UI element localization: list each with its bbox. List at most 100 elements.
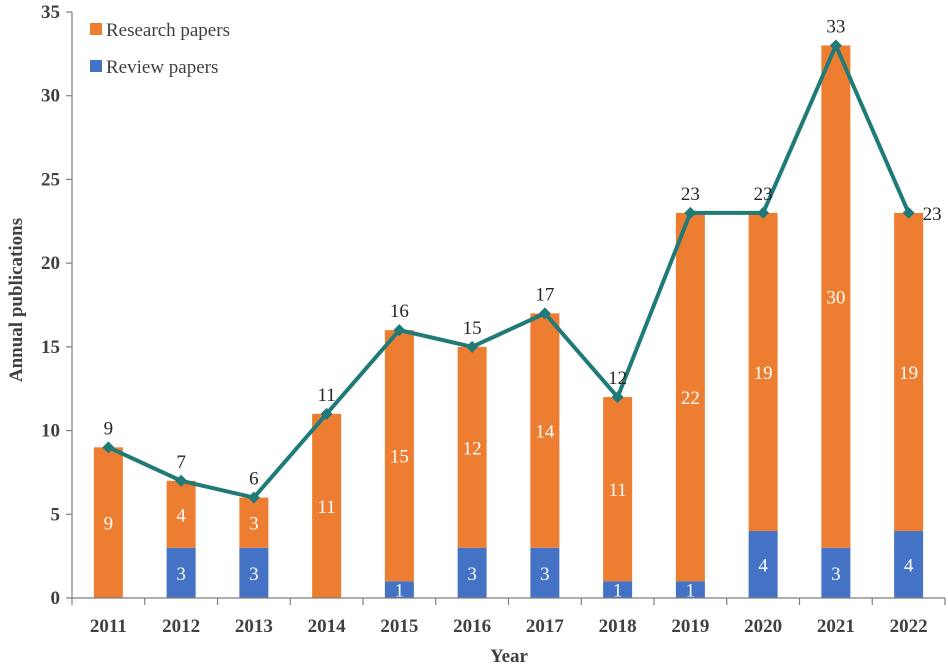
- total-label-2019: 23: [681, 184, 700, 205]
- research-bar-2014: [312, 413, 342, 598]
- review-bar-2013: [239, 547, 269, 598]
- y-tick-label-0: 0: [51, 588, 61, 609]
- x-tick-label-2022: 2022: [890, 616, 928, 637]
- research-bar-2015: [384, 330, 414, 582]
- review-bar-2021: [821, 547, 851, 598]
- total-marker-2015: [393, 324, 406, 337]
- x-tick-label-2013: 2013: [235, 616, 273, 637]
- review-bar-2018: [603, 581, 633, 598]
- total-marker-2016: [466, 340, 479, 353]
- total-marker-2013: [247, 491, 260, 504]
- x-tick-label-2012: 2012: [162, 616, 200, 637]
- research-label-2013: 3: [249, 514, 259, 535]
- total-marker-2022: [902, 206, 915, 219]
- review-label-2016: 3: [467, 564, 477, 585]
- total-marker-2019: [684, 206, 697, 219]
- review-label-2020: 4: [758, 556, 768, 577]
- research-label-2017: 14: [535, 422, 555, 443]
- total-line: [107, 43, 911, 500]
- research-bar-2012: [166, 480, 196, 548]
- x-tick-label-2020: 2020: [744, 616, 782, 637]
- legend: Research papers Review papers: [90, 20, 230, 78]
- total-label-2011: 9: [104, 418, 114, 439]
- total-marker-2020: [757, 206, 770, 219]
- review-label-2021: 3: [831, 564, 841, 585]
- x-tick-label-2018: 2018: [599, 616, 637, 637]
- axes-layer: 0 5 10 15 20 25 30 35 2011 2012 2013 2014 2015 2016 20…: [41, 2, 946, 637]
- legend-label-0: Research papers: [106, 20, 230, 41]
- total-line-layer: [102, 39, 915, 504]
- total-label-2016: 15: [463, 318, 482, 339]
- x-tick-label-2017: 2017: [526, 616, 565, 637]
- review-bar-2016: [457, 547, 487, 598]
- research-bar-2016: [457, 346, 487, 548]
- y-tick-label-10: 10: [41, 421, 60, 442]
- total-label-2012: 7: [176, 452, 186, 473]
- research-bar-2020: [748, 212, 778, 532]
- review-label-2013: 3: [249, 564, 259, 585]
- bars-layer: [93, 45, 924, 598]
- total-label-2022: 23: [923, 204, 942, 225]
- research-bar-2013: [239, 497, 269, 548]
- total-label-2015: 16: [390, 301, 409, 322]
- x-tick-label-2019: 2019: [671, 616, 709, 637]
- total-label-2014: 11: [317, 385, 335, 406]
- review-label-2022: 4: [904, 556, 914, 577]
- research-label-2012: 4: [176, 505, 186, 526]
- y-tick-label-30: 30: [41, 86, 60, 107]
- research-label-2019: 22: [681, 388, 700, 409]
- total-label-2017: 17: [535, 284, 554, 305]
- total-label-2018: 12: [608, 368, 627, 389]
- research-label-2020: 19: [754, 363, 773, 384]
- review-label-2018: 1: [613, 581, 623, 602]
- review-label-2015: 1: [395, 581, 405, 602]
- review-bar-2015: [384, 581, 414, 598]
- x-tick-label-2016: 2016: [453, 616, 491, 637]
- total-marker-2012: [175, 474, 188, 487]
- total-marker-2018: [611, 391, 624, 404]
- x-tick-label-2021: 2021: [817, 616, 855, 637]
- x-tick-label-2014: 2014: [308, 616, 347, 637]
- total-marker-2017: [538, 307, 551, 320]
- total-marker-2011: [102, 441, 115, 454]
- review-bar-2019: [675, 581, 705, 598]
- y-axis-title: Annual publications: [6, 218, 27, 382]
- research-bar-2018: [603, 397, 633, 582]
- review-bar-2020: [748, 531, 778, 598]
- labels-layer: 9343311115312314111122419330419976111615…: [104, 16, 942, 601]
- research-bar-2022: [894, 212, 924, 532]
- research-label-2011: 9: [104, 514, 114, 535]
- y-tick-label-15: 15: [41, 337, 60, 358]
- review-bar-2017: [530, 547, 560, 598]
- x-tick-label-2015: 2015: [380, 616, 418, 637]
- x-tick-label-2011: 2011: [90, 616, 127, 637]
- research-bar-2019: [675, 212, 705, 582]
- research-label-2016: 12: [463, 438, 482, 459]
- research-bar-2011: [93, 447, 123, 598]
- research-label-2021: 30: [826, 288, 845, 309]
- review-label-2017: 3: [540, 564, 550, 585]
- x-axis-title: Year: [490, 646, 529, 667]
- review-label-2012: 3: [176, 564, 186, 585]
- research-label-2018: 11: [608, 480, 626, 501]
- total-label-2021: 33: [826, 16, 845, 37]
- research-label-2014: 11: [317, 497, 335, 518]
- legend-label-1: Review papers: [106, 57, 218, 78]
- y-tick-label-20: 20: [41, 253, 60, 274]
- review-bar-2022: [894, 531, 924, 598]
- total-marker-2014: [320, 407, 333, 420]
- research-bar-2017: [530, 313, 560, 548]
- legend-swatch-0: [90, 23, 102, 35]
- legend-swatch-1: [90, 60, 102, 72]
- review-label-2019: 1: [686, 581, 696, 602]
- total-marker-2021: [829, 39, 842, 52]
- review-bar-2012: [166, 547, 196, 598]
- research-label-2022: 19: [899, 363, 918, 384]
- research-bar-2021: [821, 45, 851, 548]
- y-tick-label-35: 35: [41, 2, 60, 23]
- research-label-2015: 15: [390, 447, 409, 468]
- total-label-2020: 23: [754, 184, 773, 205]
- y-tick-label-25: 25: [41, 169, 60, 190]
- total-label-2013: 6: [249, 469, 259, 490]
